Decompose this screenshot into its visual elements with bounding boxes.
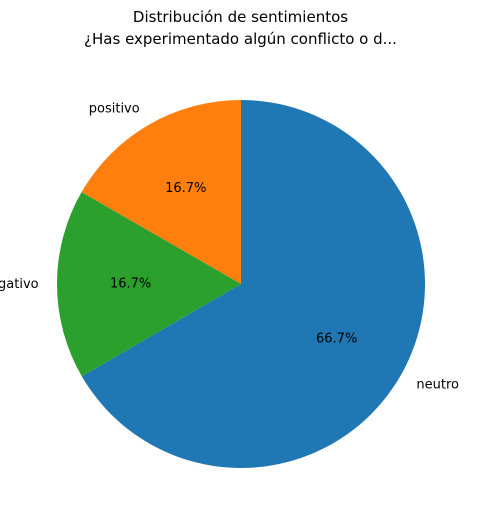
slice-label-neutro: neutro <box>416 378 459 393</box>
pie-slice-negativo <box>56 192 241 377</box>
slice-label-positivo: positivo <box>89 101 140 116</box>
pie-slice-positivo <box>81 100 241 284</box>
slice-label-negativo: negativo <box>0 277 39 292</box>
chart-subtitle: ¿Has experimentado algún conflicto o d..… <box>84 30 397 48</box>
chart-title: Distribución de sentimientos <box>132 8 349 26</box>
slice-pct-label-positivo: 16.7% <box>165 181 206 196</box>
pie-slice-neutro <box>81 100 425 468</box>
slice-pct-label-neutro: 66.7% <box>316 332 357 347</box>
slice-pct-label-negativo: 16.7% <box>110 277 151 292</box>
